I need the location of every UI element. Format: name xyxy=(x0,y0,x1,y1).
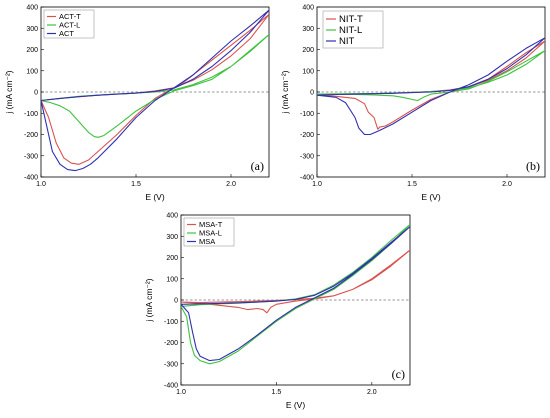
legend-label: MSA-L xyxy=(199,229,222,238)
y-tick-label: 400 xyxy=(166,213,178,220)
y-tick-label: -200 xyxy=(164,340,178,347)
y-axis-label: j (mA cm⁻²) xyxy=(4,70,14,114)
y-tick-label: -200 xyxy=(24,132,38,139)
y-tick-label: 0 xyxy=(310,90,314,97)
y-tick-label: -100 xyxy=(24,111,38,118)
panel-label: (c) xyxy=(392,367,405,381)
y-tick-label: -100 xyxy=(164,319,178,326)
chart-panel-1: -400 -300 -200 -100 0 100 200 300 400 1.0 1.5 2.0 E … xyxy=(280,5,546,202)
chart-panel-0: -400 -300 -200 -100 0 100 200 300 400 1.0 1.5 2.0 E … xyxy=(4,5,270,202)
y-tick-label: 0 xyxy=(34,90,38,97)
y-tick-label: 300 xyxy=(166,234,178,241)
x-tick-label: 1.0 xyxy=(312,181,322,188)
y-tick-label: -400 xyxy=(300,175,314,182)
x-tick-label: 2.0 xyxy=(502,181,512,188)
legend-label: MSA-T xyxy=(199,220,223,229)
legend-label: ACT-L xyxy=(59,21,80,30)
legend-label: NIT-L xyxy=(339,25,362,36)
y-tick-label: 200 xyxy=(302,47,314,54)
series-line-2 xyxy=(41,9,269,172)
y-tick-label: 300 xyxy=(302,26,314,33)
legend-label: ACT xyxy=(59,29,74,38)
legend-label: MSA xyxy=(199,237,215,246)
series-line-2 xyxy=(317,37,545,136)
y-tick-label: 100 xyxy=(26,68,38,75)
x-axis-label: E (V) xyxy=(286,400,306,410)
legend-label: NIT xyxy=(339,36,355,47)
y-tick-label: 100 xyxy=(166,276,178,283)
legend-label: NIT-T xyxy=(339,14,363,25)
x-tick-label: 1.0 xyxy=(36,181,46,188)
x-tick-label: 2.0 xyxy=(226,181,236,188)
y-tick-label: -100 xyxy=(300,111,314,118)
y-tick-label: 300 xyxy=(26,26,38,33)
y-tick-label: -400 xyxy=(24,175,38,182)
y-tick-label: 200 xyxy=(26,47,38,54)
x-tick-label: 2.0 xyxy=(367,389,377,396)
x-tick-label: 1.0 xyxy=(176,389,186,396)
chart-panel-2: -400 -300 -200 -100 0 100 200 300 400 1.0 1.5 2.0 E … xyxy=(144,213,411,410)
y-axis-label: j (mA cm⁻²) xyxy=(144,278,154,322)
x-axis-label: E (V) xyxy=(421,192,441,202)
panel-label: (a) xyxy=(251,159,264,173)
y-tick-label: 0 xyxy=(174,298,178,305)
y-tick-label: 100 xyxy=(302,68,314,75)
panel-label: (b) xyxy=(526,159,540,173)
x-tick-label: 1.5 xyxy=(131,181,141,188)
x-axis-label: E (V) xyxy=(145,192,165,202)
y-axis-label: j (mA cm⁻²) xyxy=(280,70,290,114)
y-tick-label: -400 xyxy=(164,383,178,390)
y-tick-label: -200 xyxy=(300,132,314,139)
series-line-0 xyxy=(317,40,545,130)
y-tick-label: 400 xyxy=(26,5,38,12)
y-tick-label: -300 xyxy=(164,361,178,368)
legend-label: ACT-T xyxy=(59,12,81,21)
series-line-0 xyxy=(181,249,410,314)
y-tick-label: -300 xyxy=(300,153,314,160)
y-tick-label: -300 xyxy=(24,153,38,160)
y-tick-label: 400 xyxy=(302,5,314,12)
y-tick-label: 200 xyxy=(166,255,178,262)
series-line-1 xyxy=(41,34,269,138)
x-tick-label: 1.5 xyxy=(407,181,417,188)
series-line-2 xyxy=(181,226,410,362)
x-tick-label: 1.5 xyxy=(272,389,282,396)
